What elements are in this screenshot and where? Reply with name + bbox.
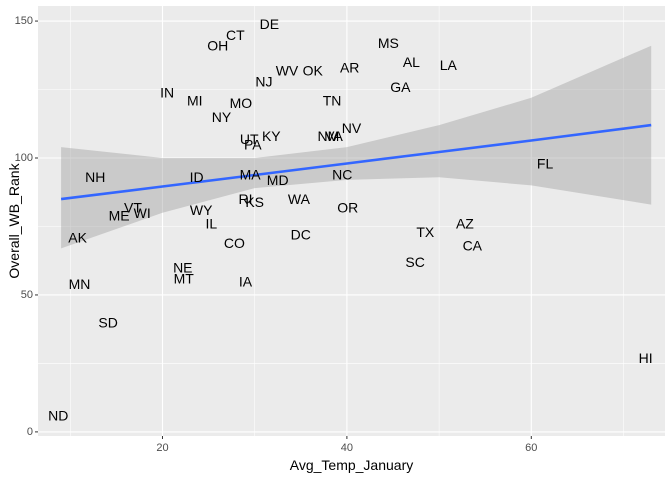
y-tick-label: 0 (27, 426, 33, 438)
state-label-nv: NV (342, 120, 362, 136)
state-label-pa: PA (244, 136, 262, 152)
state-label-al: AL (403, 54, 420, 70)
state-label-nj: NJ (255, 73, 272, 89)
state-label-tx: TX (416, 224, 435, 240)
state-label-md: MD (267, 172, 289, 188)
state-label-il: IL (205, 216, 217, 232)
y-axis-ticks: 0 50 100 150 (15, 15, 38, 438)
state-label-ct: CT (226, 27, 245, 43)
state-label-ne: NE (173, 260, 192, 276)
state-label-ga: GA (390, 79, 411, 95)
state-label-ms: MS (378, 35, 399, 51)
state-label-hi: HI (639, 350, 653, 366)
state-label-mt: MT (174, 271, 195, 287)
state-label-mo: MO (230, 95, 253, 111)
state-label-ny: NY (212, 109, 232, 125)
state-label-ok: OK (303, 62, 324, 78)
minor-gridlines (38, 6, 665, 436)
state-label-wy: WY (190, 202, 213, 218)
state-label-or: OR (337, 199, 358, 215)
state-label-dc: DC (291, 227, 311, 243)
state-label-mn: MN (69, 276, 91, 292)
state-label-ca: CA (463, 238, 483, 254)
state-label-mi: MI (187, 93, 203, 109)
state-label-ak: AK (68, 229, 87, 245)
state-label-sd: SD (98, 314, 117, 330)
x-tick-label: 40 (341, 442, 353, 454)
x-tick-label: 20 (156, 442, 168, 454)
state-label-fl: FL (537, 156, 554, 172)
state-label-co: CO (224, 235, 245, 251)
state-label-nc: NC (332, 166, 352, 182)
state-label-nh: NH (85, 169, 105, 185)
state-label-oh: OH (207, 38, 228, 54)
y-tick-label: 150 (15, 15, 33, 27)
state-label-ri: RI (239, 191, 253, 207)
state-label-sc: SC (405, 254, 424, 270)
state-label-nm: NM (318, 128, 340, 144)
state-label-vt: VT (124, 199, 142, 215)
plot-panel (38, 6, 665, 436)
state-label-ia: IA (239, 273, 253, 289)
state-label-ut: UT (240, 131, 259, 147)
state-label-la: LA (440, 57, 458, 73)
state-label-wa: WA (288, 191, 311, 207)
state-label-ma: MA (240, 166, 262, 182)
state-label-tn: TN (323, 93, 342, 109)
x-axis-ticks: 20 40 60 (156, 436, 537, 454)
state-label-va: VA (325, 128, 343, 144)
state-label-wv: WV (276, 62, 299, 78)
state-label-az: AZ (456, 216, 474, 232)
state-label-ks: KS (245, 194, 264, 210)
y-tick-label: 100 (15, 152, 33, 164)
y-axis-title: Overall_WB_Rank (6, 162, 22, 278)
state-label-de: DE (260, 16, 279, 32)
state-label-wi: WI (134, 205, 151, 221)
y-tick-label: 50 (21, 289, 33, 301)
state-label-nd: ND (48, 408, 68, 424)
state-label-me: ME (109, 208, 130, 224)
x-tick-label: 60 (525, 442, 537, 454)
state-label-id: ID (190, 169, 204, 185)
state-label-ky: KY (262, 128, 281, 144)
regression-line (60, 123, 652, 201)
x-axis-title: Avg_Temp_January (290, 457, 413, 473)
state-label-in: IN (160, 84, 174, 100)
confidence-band (61, 45, 652, 249)
state-label-ar: AR (340, 60, 359, 76)
major-gridlines (38, 6, 665, 436)
